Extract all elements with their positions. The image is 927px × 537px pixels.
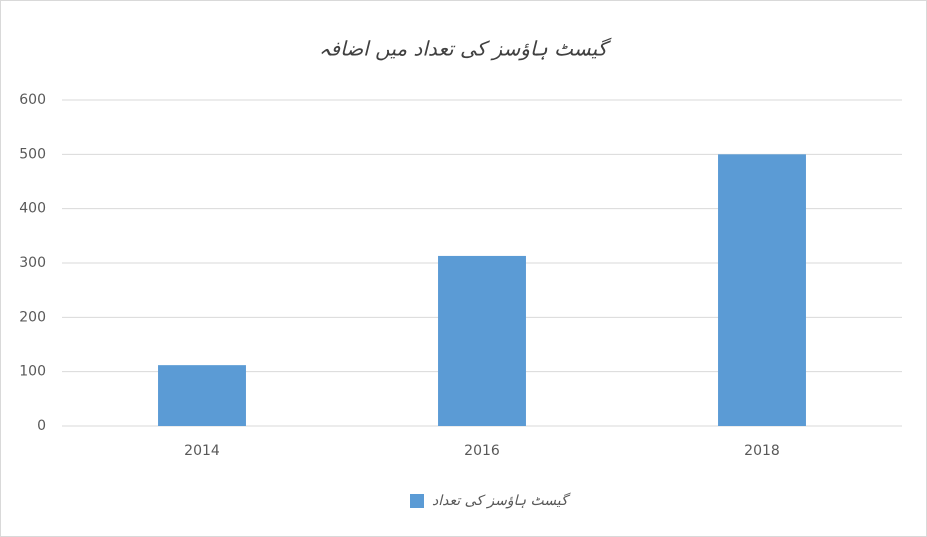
y-tick-label: 500 — [19, 146, 46, 162]
x-tick-label: 2018 — [744, 443, 780, 459]
x-tick-label: 2016 — [464, 443, 500, 459]
legend-swatch — [410, 494, 424, 508]
y-tick-label: 300 — [19, 255, 46, 271]
y-tick-label: 400 — [19, 201, 46, 217]
bar — [718, 154, 806, 427]
bar — [438, 255, 526, 426]
y-tick-label: 600 — [19, 92, 46, 108]
legend-label: گیسٹ ہاؤسز کی تعداد — [432, 492, 571, 509]
bar — [158, 365, 246, 426]
x-tick-label: 2014 — [184, 443, 220, 459]
chart-title: گیسٹ ہاؤسز کی تعداد میں اضافہ — [319, 37, 612, 61]
y-tick-label: 0 — [37, 418, 46, 434]
y-tick-label: 100 — [19, 364, 46, 380]
y-tick-label: 200 — [19, 309, 46, 325]
